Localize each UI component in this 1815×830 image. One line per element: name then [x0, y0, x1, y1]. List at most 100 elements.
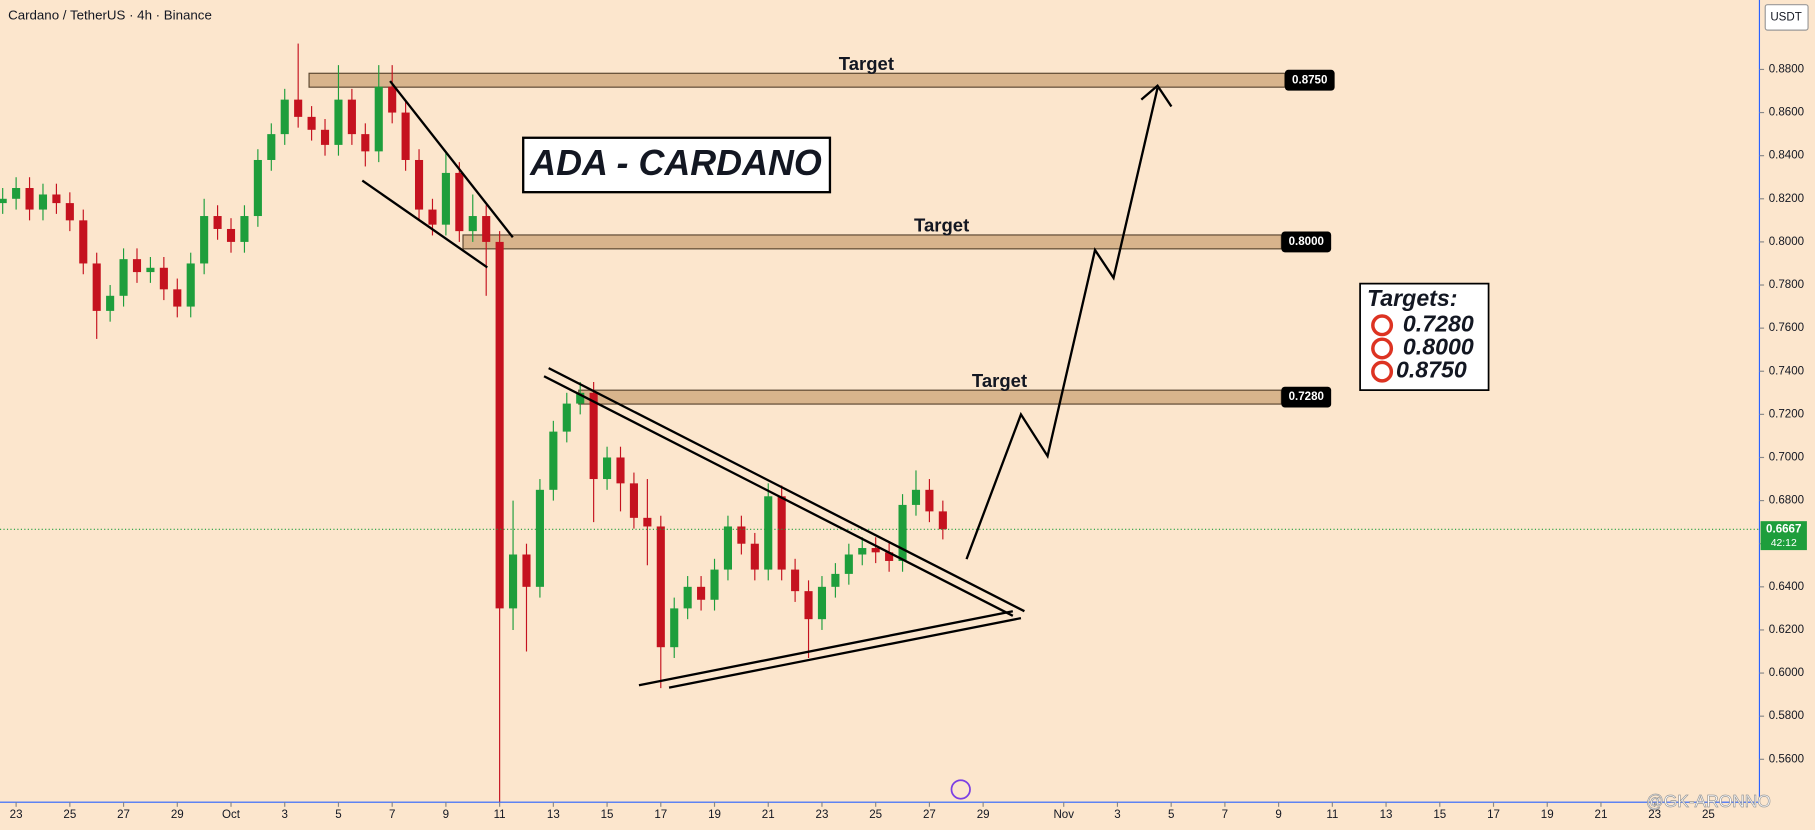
- x-tick-label: 17: [654, 809, 667, 821]
- triangle-line: [548, 367, 1025, 613]
- candle-body: [200, 216, 209, 264]
- y-tick-label: 0.8200: [1769, 193, 1804, 205]
- currency: USDT: [1770, 11, 1801, 23]
- candle-body: [307, 116, 316, 130]
- x-tick-label: 15: [1433, 809, 1446, 821]
- dart-icon: [1371, 337, 1394, 360]
- candle-body: [723, 526, 733, 570]
- candle-body: [576, 392, 585, 404]
- candle-body: [401, 112, 410, 160]
- x-tick-label: 19: [708, 809, 721, 821]
- candle-body: [106, 295, 115, 311]
- dart-icons: [1371, 314, 1394, 383]
- candle-body: [589, 392, 598, 480]
- candle-body: [0, 198, 7, 204]
- x-tick-label: 13: [547, 809, 560, 821]
- target-band: [578, 389, 1282, 405]
- dart-icon: [1371, 314, 1394, 337]
- candle-body: [267, 134, 276, 160]
- x-tick-label: 27: [117, 809, 130, 821]
- y-tick-label: 0.7000: [1769, 452, 1804, 464]
- candle-body: [737, 526, 746, 544]
- candle-body: [670, 608, 679, 648]
- candle-body: [885, 552, 894, 561]
- x-tick-label: 25: [63, 809, 76, 821]
- candle-body: [750, 543, 759, 570]
- last-price-label: 0.6667: [1766, 523, 1801, 535]
- candle-body: [414, 159, 424, 210]
- x-tick-label: Oct: [222, 809, 241, 821]
- x-tick-label: Nov: [1053, 809, 1074, 821]
- target-text: Target: [972, 370, 1027, 391]
- candle-body: [777, 496, 786, 570]
- x-tick-label: 19: [1541, 809, 1554, 821]
- target-band: [462, 234, 1282, 250]
- candle-body: [535, 489, 544, 587]
- y-tick-label: 0.7800: [1769, 279, 1804, 291]
- drawings: [361, 80, 1173, 689]
- x-tick-label: 15: [601, 809, 614, 821]
- candle-body: [858, 548, 867, 555]
- targets-item: 0.8750: [1396, 357, 1467, 383]
- candle-body: [213, 216, 222, 229]
- candle-body: [52, 194, 61, 204]
- wedge-line: [361, 179, 488, 269]
- target-band: [308, 72, 1286, 88]
- x-tick-label: 23: [1648, 809, 1661, 821]
- candle-body: [159, 267, 168, 290]
- time-axis: [0, 802, 1815, 830]
- projection-arrow: [965, 87, 1159, 560]
- headline-box: [522, 136, 832, 194]
- target-text: Target: [839, 53, 894, 74]
- x-tick-label: 13: [1380, 809, 1393, 821]
- flash-icon[interactable]: [950, 779, 971, 800]
- countdown: 42:12: [1771, 538, 1797, 549]
- candle-body: [65, 203, 74, 221]
- y-tick-label: 0.6800: [1769, 495, 1804, 507]
- y-tick-label: 0.6200: [1769, 624, 1804, 636]
- candle-body: [92, 263, 101, 311]
- x-tick-label: 11: [494, 809, 506, 821]
- x-tick-label: 11: [1326, 809, 1338, 821]
- candle-body: [764, 496, 773, 570]
- candle-body: [441, 172, 450, 225]
- candle-body: [616, 457, 625, 484]
- y-tick-label: 0.8400: [1769, 150, 1804, 162]
- chart-title: Cardano / TetherUS · 4h · Binance: [8, 8, 212, 23]
- wedge-line: [389, 80, 514, 239]
- y-tick-label: 0.8800: [1769, 64, 1804, 76]
- overlay: 0.56000.58000.60000.62000.64000.66000.68…: [10, 53, 1807, 821]
- target-label: 0.8000: [1289, 236, 1324, 248]
- candle-body: [347, 99, 356, 135]
- watermark: @GK-ARONNO: [1646, 791, 1771, 811]
- candle-body: [25, 188, 34, 210]
- candle-body: [253, 159, 262, 217]
- candle-body: [791, 569, 800, 592]
- candle-body: [522, 554, 531, 587]
- candle-body: [549, 431, 558, 490]
- x-tick-label: 21: [1595, 809, 1608, 821]
- candle-body: [643, 517, 652, 527]
- candle-body: [38, 194, 48, 210]
- candle-body: [911, 489, 921, 505]
- triangle-line: [668, 617, 1022, 689]
- candle-body: [468, 216, 477, 232]
- target-label: 0.7280: [1289, 391, 1324, 403]
- targets-item: 0.7280: [1403, 310, 1474, 336]
- target-label-box: [1284, 69, 1335, 91]
- candle-body: [280, 99, 289, 135]
- candle-body: [831, 573, 840, 587]
- candle-body: [428, 209, 437, 225]
- headline: ADA - CARDANO: [529, 143, 822, 183]
- x-tick-label: 3: [282, 809, 288, 821]
- candle-body: [925, 489, 934, 512]
- currency-box: [1764, 4, 1809, 31]
- target-text: Target: [914, 215, 969, 236]
- candle-body: [388, 86, 397, 113]
- x-tick-label: 17: [1487, 809, 1500, 821]
- candle-body: [294, 99, 303, 117]
- candle-body: [226, 228, 236, 242]
- y-tick-label: 0.8000: [1769, 236, 1804, 248]
- price-axis: [1759, 0, 1815, 830]
